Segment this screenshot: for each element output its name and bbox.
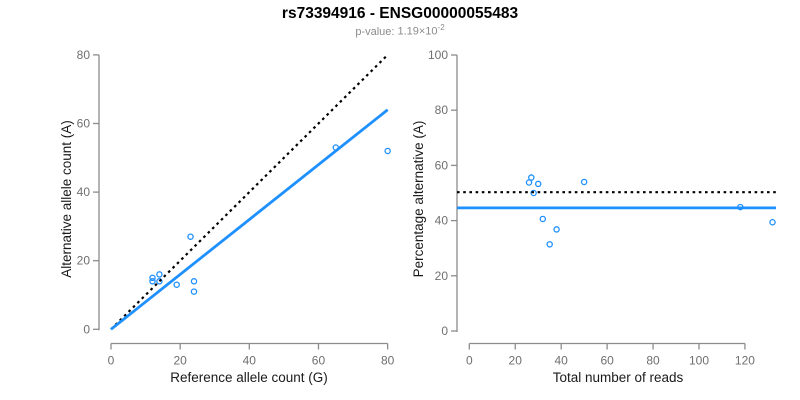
scatter-point [553, 226, 560, 233]
x-tick-label: 80 [381, 354, 395, 368]
y-tick-label: 60 [435, 158, 449, 172]
y-tick-label: 40 [77, 185, 91, 199]
x-tick-label: 60 [312, 354, 326, 368]
scatter-point [156, 271, 163, 278]
y-tick-label: 20 [77, 254, 91, 268]
x-tick-label: 0 [108, 354, 115, 368]
x-axis-title: Reference allele count (G) [170, 370, 328, 385]
scatter-point [539, 215, 547, 223]
scatter-point [173, 281, 180, 288]
y-tick-label: 20 [435, 269, 449, 283]
figure-title: rs73394916 - ENSG00000055483 [281, 5, 519, 22]
x-tick-label: 40 [243, 354, 257, 368]
scatter-point [546, 241, 553, 248]
x-tick-label: 40 [555, 354, 569, 368]
x-tick-label: 100 [689, 354, 709, 368]
identity-line [110, 54, 389, 331]
y-tick-label: 80 [435, 103, 449, 117]
y-tick-label: 60 [77, 117, 91, 131]
scatter-point [149, 274, 156, 282]
scatter-point [580, 178, 588, 186]
regression-line [110, 108, 389, 331]
scatter-point [530, 189, 537, 197]
x-tick-label: 0 [466, 354, 473, 368]
scatter-point [187, 233, 194, 240]
figure-subtitle: p-value: 1.19×10-2 [0, 23, 800, 38]
scatter-point [156, 278, 163, 285]
x-tick-label: 20 [509, 354, 523, 368]
x-tick-label: 60 [600, 354, 614, 368]
y-tick-label: 0 [83, 322, 90, 336]
x-tick-label: 20 [173, 354, 187, 368]
scatter-point [769, 219, 776, 226]
p-value-label: p-value: [355, 25, 395, 38]
p-value-exponent: -2 [437, 23, 445, 32]
y-tick-label: 100 [428, 48, 448, 62]
scatter-point [149, 278, 156, 285]
x-axis-title: Total number of reads [553, 370, 684, 385]
scatter-point [528, 174, 535, 181]
y-tick-label: 80 [77, 48, 91, 62]
y-tick-label: 0 [441, 324, 448, 338]
x-tick-label: 120 [735, 354, 755, 368]
x-tick-label: 80 [646, 354, 660, 368]
scatter-point [384, 147, 391, 155]
y-tick-label: 40 [435, 214, 449, 228]
scatter-point [534, 180, 542, 188]
scatter-point [190, 288, 198, 295]
scatter-point [190, 278, 198, 285]
y-axis-title: Alternative allele count (A) [59, 120, 74, 278]
y-axis-title: Percentage alternative (A) [411, 121, 426, 278]
scatter-point [525, 179, 533, 186]
p-value-mantissa: 1.19×10 [397, 25, 438, 38]
